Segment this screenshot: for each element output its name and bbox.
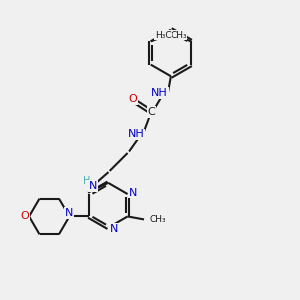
Text: O: O [128, 94, 137, 104]
Text: N: N [110, 224, 118, 234]
Text: CH₃: CH₃ [170, 31, 187, 40]
Text: N: N [129, 188, 137, 198]
Text: NH: NH [128, 130, 144, 140]
Text: C: C [148, 107, 155, 117]
Text: N: N [65, 208, 74, 218]
Text: H: H [83, 176, 90, 186]
Text: O: O [20, 212, 29, 221]
Text: H₃C: H₃C [155, 31, 172, 40]
Text: NH: NH [151, 88, 168, 98]
Text: CH₃: CH₃ [150, 215, 166, 224]
Text: N: N [89, 181, 98, 191]
